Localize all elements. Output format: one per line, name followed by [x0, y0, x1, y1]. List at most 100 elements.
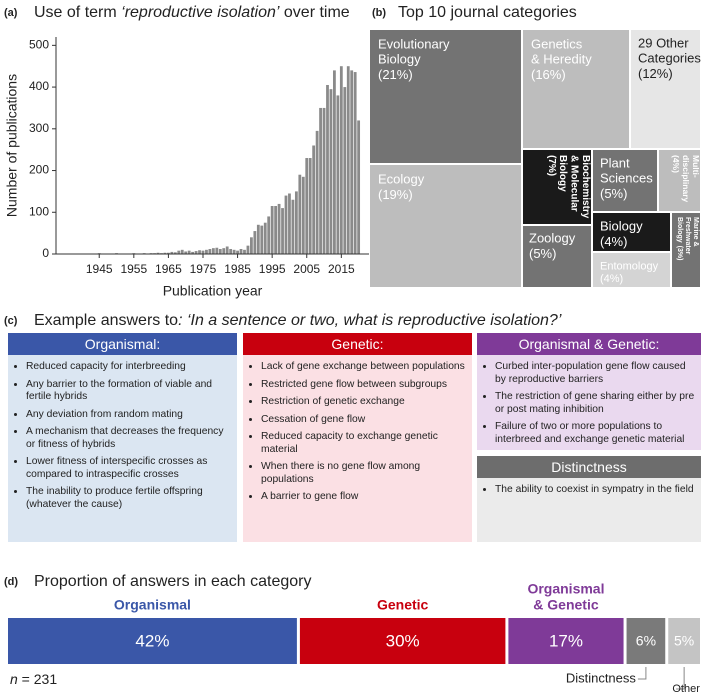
text-part: Freshwater	[684, 217, 691, 255]
y-tick-label: 100	[29, 204, 49, 218]
treemap-cell	[659, 150, 700, 211]
text-part: = 231	[18, 671, 58, 687]
bar	[173, 252, 177, 254]
answer-list: The ability to coexist in sympatry in th…	[477, 478, 701, 497]
category-label: disciplinary	[681, 155, 691, 203]
x-tick-label: 1945	[86, 262, 113, 276]
treemap-cell	[523, 30, 629, 148]
bar	[319, 107, 322, 254]
bar	[211, 248, 215, 254]
text-part: & Molecular	[569, 155, 580, 212]
y-tick-label: 300	[29, 121, 49, 135]
bar	[250, 237, 253, 254]
bar	[239, 248, 243, 254]
bar	[336, 95, 340, 254]
text-part: Sciences	[600, 171, 653, 186]
bar	[180, 249, 184, 254]
answer-item: Curbed inter-population gene flow caused…	[495, 361, 695, 386]
category-label: Marine &	[692, 217, 699, 247]
text-part: 29 Other	[638, 36, 689, 51]
panel-label: (a)	[4, 7, 18, 19]
answer-item: Lack of gene exchange between population…	[261, 361, 466, 374]
x-tick-label: 1975	[190, 262, 217, 276]
text-part: Plant	[600, 156, 630, 171]
text-part: Zoology	[529, 231, 576, 246]
answer-heading: Distinctness	[477, 456, 701, 478]
text-part: Ecology	[378, 172, 425, 187]
answer-item: The inability to produce fertile offspri…	[26, 486, 231, 511]
value-label: (5%)	[529, 246, 556, 261]
x-axis-label: Publication year	[163, 283, 263, 299]
value-label: (21%)	[378, 67, 413, 82]
chart-title: Top 10 journal categories	[398, 4, 577, 21]
category-label: Genetics	[531, 37, 583, 52]
category-label: Other	[672, 683, 700, 695]
answer-list: Reduced capacity for interbreeding Any ba…	[8, 355, 237, 511]
treemap-cell	[523, 226, 591, 287]
category-label: Biology	[378, 52, 421, 67]
text-part: Genetics	[531, 37, 583, 52]
category-label: Ecology	[378, 172, 425, 187]
x-tick-label: 1995	[259, 262, 286, 276]
treemap-cell	[631, 30, 700, 148]
panel-label: (c)	[4, 315, 18, 327]
bar	[256, 224, 260, 254]
panel-label: (b)	[372, 7, 386, 19]
text-part: Biology	[676, 217, 683, 243]
answer-item: Any deviation from random mating	[26, 409, 231, 422]
category-label: & Molecular	[569, 155, 580, 212]
text-part: Biochemistry	[580, 155, 591, 219]
bar	[184, 251, 188, 254]
x-tick-label: 1965	[155, 262, 182, 276]
bar	[312, 145, 316, 254]
treemap-cell	[593, 253, 670, 287]
text-part: disciplinary	[681, 155, 691, 203]
answer-item: A mechanism that decreases the frequency…	[26, 426, 231, 451]
cell-label: Zoology(5%)	[529, 231, 576, 261]
bar	[305, 158, 309, 254]
bar	[201, 250, 205, 254]
bar-segment	[8, 618, 297, 664]
bar-segment	[626, 618, 666, 664]
bar	[225, 246, 229, 254]
category-label: Zoology	[529, 231, 576, 246]
category-label: 29 Other	[638, 36, 689, 51]
panel-label: (d)	[4, 576, 18, 588]
bar	[260, 225, 264, 254]
bar	[284, 195, 288, 254]
bar	[357, 120, 361, 254]
cell-label: Ecology(19%)	[378, 172, 425, 202]
category-label: Categories	[638, 51, 701, 66]
bar	[274, 206, 278, 254]
bar	[294, 191, 298, 254]
answer-box: The ability to coexist in sympatry in th…	[477, 478, 701, 542]
bar	[298, 174, 302, 254]
answer-box: Reduced capacity for interbreeding Any ba…	[8, 355, 237, 542]
cell-label: Multi-disciplinary(4%)	[671, 155, 701, 203]
text-part: Evolutionary	[378, 37, 450, 52]
category-label: Freshwater	[684, 217, 691, 255]
answer-item: The ability to coexist in sympatry in th…	[495, 484, 695, 497]
bar	[222, 248, 226, 254]
category-label: Biochemistry	[580, 155, 591, 219]
value-label: (12%)	[638, 66, 673, 81]
text-part: n	[10, 671, 18, 687]
sample-size: n = 231	[10, 671, 57, 687]
treemap-cell	[523, 150, 591, 224]
cell-label: Entomology(4%)	[600, 260, 659, 285]
bar	[218, 248, 222, 254]
value-label: (19%)	[378, 187, 413, 202]
answer-list: Lack of gene exchange between population…	[243, 355, 472, 504]
bar	[246, 245, 250, 254]
text-part: Categories	[638, 51, 701, 66]
category-label: Distinctness	[566, 670, 637, 685]
treemap-cell	[370, 165, 521, 287]
bar	[339, 66, 343, 254]
treemap-cell	[593, 213, 670, 251]
bar	[232, 249, 236, 254]
